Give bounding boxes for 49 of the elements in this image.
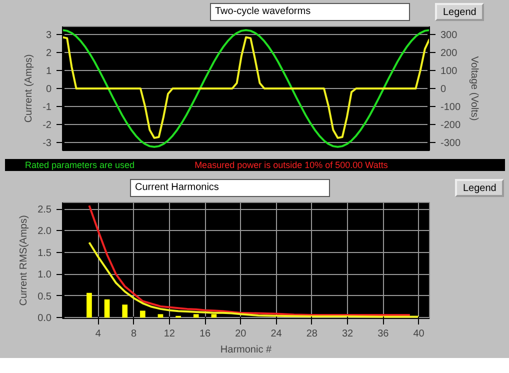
- chart-title: Two-cycle waveforms: [215, 5, 311, 19]
- y-tick-label: 3: [46, 30, 52, 42]
- y-tick-label: 2.0: [38, 226, 52, 238]
- x-tick-label: 16: [199, 328, 212, 340]
- bar: [211, 314, 217, 318]
- y-axis-title: Current RMS(Amps): [18, 215, 30, 306]
- y2-tick-label: -100: [440, 102, 461, 113]
- y-tick-label: -2: [42, 120, 52, 131]
- x-tick-label: 4: [95, 328, 102, 340]
- y-tick-label: -3: [42, 138, 52, 149]
- text: Legend: [443, 6, 476, 20]
- x-tick-label: 32: [342, 328, 354, 340]
- x-tick-label: 12: [164, 328, 176, 340]
- x-tick-label: 20: [235, 328, 247, 340]
- y-tick-label: 0: [46, 84, 52, 95]
- text: Legend: [463, 182, 496, 196]
- text: Rated parameters are used: [25, 160, 135, 170]
- x-tick-label: 8: [130, 328, 137, 340]
- x-tick-label: 24: [270, 328, 282, 340]
- y-tick-label: 1: [46, 66, 52, 78]
- line-series: [88, 204, 411, 316]
- x-tick-label: 28: [306, 328, 318, 340]
- bar: [104, 299, 110, 318]
- y-tick-label: -1: [42, 102, 52, 113]
- y2-tick-label: 200: [440, 48, 458, 60]
- y-axis-title: Current (Amps): [24, 54, 35, 123]
- bar: [122, 304, 128, 318]
- y2-tick-label: 300: [440, 30, 458, 42]
- y-tick-label: 1.0: [38, 270, 52, 281]
- line-series: [88, 241, 420, 318]
- bar: [193, 314, 199, 318]
- y2-tick-label: -200: [440, 120, 461, 131]
- y2-axis-title: Voltage (Volts): [468, 56, 480, 121]
- bar: [140, 310, 146, 318]
- y-tick-label: 1.5: [38, 248, 52, 259]
- y-tick-label: 2: [46, 48, 52, 60]
- y2-tick-label: 100: [440, 66, 458, 78]
- bar: [158, 314, 164, 318]
- y2-tick-label: -300: [440, 138, 461, 149]
- x-tick-label: 36: [378, 328, 390, 340]
- x-axis-title: Harmonic #: [220, 344, 272, 356]
- x-tick-label: 40: [413, 328, 425, 340]
- chart-title: Current Harmonics: [135, 181, 219, 195]
- y-tick-label: 2.5: [38, 204, 52, 216]
- bar: [86, 292, 92, 318]
- y2-tick-label: 0: [440, 84, 446, 95]
- y-tick-label: 0.0: [38, 313, 52, 324]
- text: Measured power is outside 10% of 500.00 Watts: [194, 160, 388, 170]
- y-tick-label: 0.5: [38, 291, 52, 302]
